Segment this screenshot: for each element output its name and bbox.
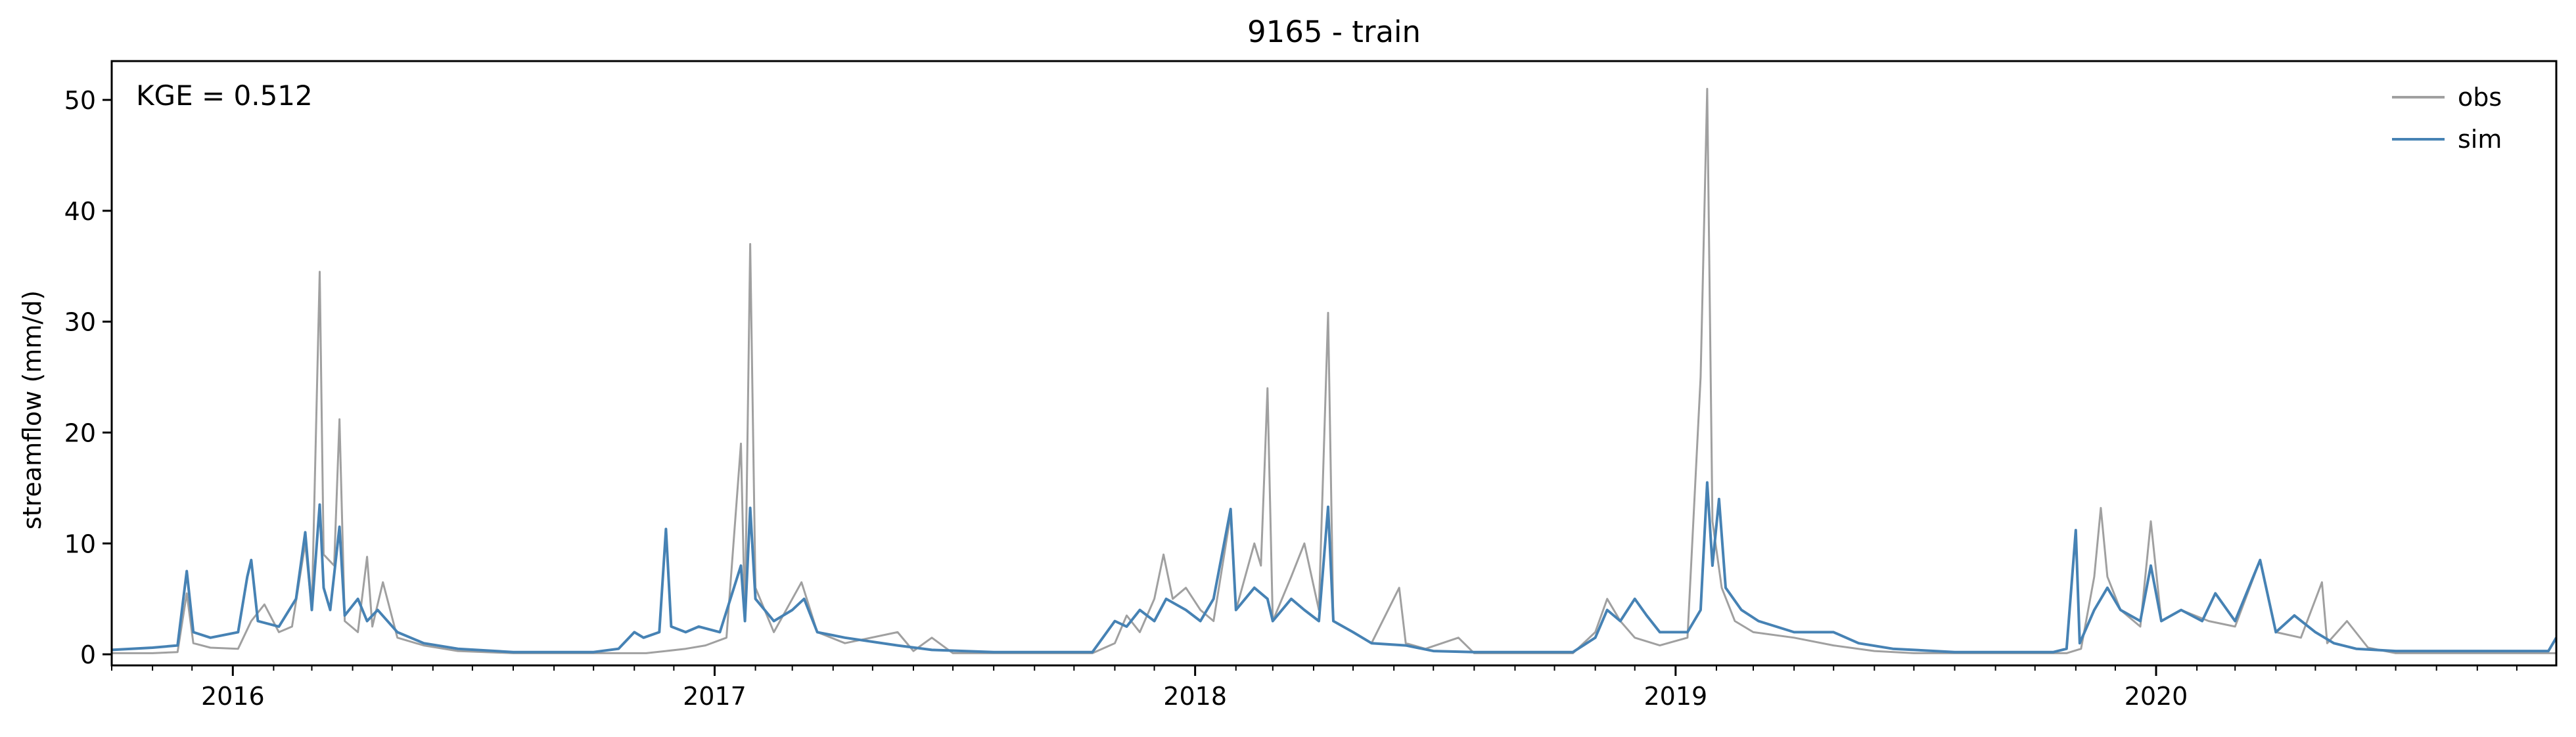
- x-tick-label: 2017: [683, 682, 747, 711]
- series-sim-line: [111, 481, 2558, 654]
- y-tick-label: 40: [64, 197, 96, 226]
- y-axis-label: streamflow (mm/d): [18, 290, 47, 529]
- y-tick-label: 20: [64, 419, 96, 448]
- y-tick-label: 10: [64, 529, 96, 558]
- kge-annotation: KGE = 0.512: [136, 79, 313, 112]
- chart-title: 9165 - train: [1247, 14, 1421, 49]
- legend: obs sim: [2392, 83, 2502, 154]
- y-tick-label: 0: [80, 640, 96, 669]
- x-tick-label: 2020: [2125, 682, 2188, 711]
- axis-ticks: 0 10 20 30 40 50 2016 2017 2018 2019 2020: [64, 86, 2518, 711]
- legend-sim-label: sim: [2458, 125, 2502, 154]
- x-tick-label: 2019: [1644, 682, 1707, 711]
- x-tick-label: 2016: [201, 682, 265, 711]
- series-lines: [111, 87, 2558, 654]
- plot-frame: [110, 60, 2558, 667]
- y-tick-label: 50: [64, 86, 96, 115]
- series-obs-line: [112, 87, 2556, 654]
- x-tick-label: 2018: [1163, 682, 1227, 711]
- y-tick-label: 30: [64, 308, 96, 337]
- legend-obs-label: obs: [2458, 83, 2502, 112]
